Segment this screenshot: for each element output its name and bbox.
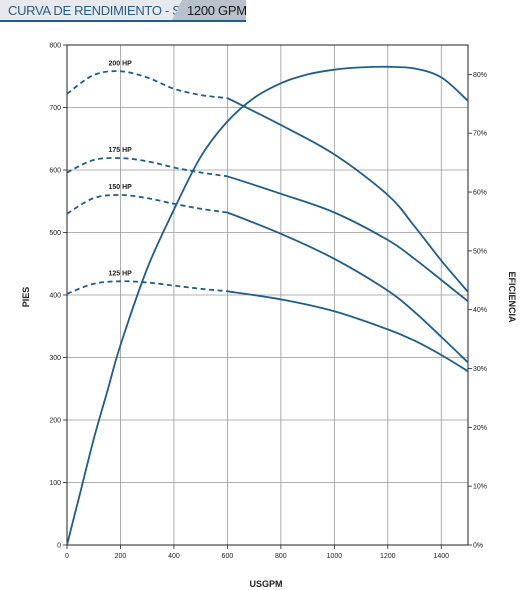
curve-125-hp-dashed <box>66 280 228 295</box>
x-tick-label: 400 <box>168 553 180 560</box>
y-tick-label: 800 <box>49 43 61 50</box>
y2-tick-label: 20% <box>473 425 487 432</box>
flow-badge: 1200 GPM <box>172 0 246 20</box>
x-tick-label: 0 <box>65 553 69 560</box>
series-label-200-hp: 200 HP <box>108 60 132 67</box>
y2-tick-label: 70% <box>473 131 487 138</box>
curve-200-hp <box>226 97 469 293</box>
y2-axis-label: EFICIENCIA <box>507 271 517 323</box>
curve-200-hp-dashed <box>66 70 228 99</box>
y2-tick-label: 10% <box>473 484 487 491</box>
y2-tick-label: 40% <box>473 307 487 314</box>
y-tick-label: 600 <box>49 168 61 175</box>
curve-150-hp-dashed <box>66 194 228 215</box>
y2-tick-label: 0% <box>473 543 483 550</box>
curves <box>66 65 469 546</box>
series-label-175-hp: 175 HP <box>108 147 132 154</box>
x-tick-label: 600 <box>222 553 234 560</box>
y-tick-label: 100 <box>49 480 61 487</box>
curve-175-hp <box>227 175 469 303</box>
title-banner: CURVA DE RENDIMIENTO - STS 9" 1200 GPM <box>0 0 523 22</box>
y-tick-label: 300 <box>49 355 61 362</box>
chart-title: CURVA DE RENDIMIENTO - STS 9" <box>8 3 212 18</box>
curve-150-hp <box>227 211 469 364</box>
grid <box>67 45 468 545</box>
y-axis-label: PIES <box>21 287 31 308</box>
axis-ticks: 0 200 400 600 800 1000 1200 1400 0 100 200 300 400 50… <box>49 43 487 561</box>
y-tick-label: 200 <box>49 418 61 425</box>
y-tick-label: 700 <box>49 105 61 112</box>
series-label-150-hp: 150 HP <box>108 184 132 191</box>
flow-label: 1200 GPM <box>187 3 247 18</box>
y2-tick-label: 80% <box>473 72 487 79</box>
x-tick-label: 1400 <box>433 553 449 560</box>
curve-175-hp-dashed <box>66 157 228 178</box>
y-tick-label: 500 <box>49 230 61 237</box>
x-tick-label: 200 <box>115 553 127 560</box>
x-axis-label: USGPM <box>249 579 282 589</box>
curve-125-hp <box>227 290 469 373</box>
curve-eficiencia <box>66 65 469 546</box>
x-tick-label: 1200 <box>380 553 396 560</box>
series-labels: 200 HP 175 HP 150 HP 125 HP <box>108 60 132 277</box>
y2-tick-label: 60% <box>473 190 487 197</box>
x-tick-label: 1000 <box>327 553 343 560</box>
y-tick-label: 400 <box>49 293 61 300</box>
series-label-125-hp: 125 HP <box>108 270 132 277</box>
y2-tick-label: 30% <box>473 366 487 373</box>
x-tick-label: 800 <box>275 553 287 560</box>
y-tick-label: 0 <box>57 543 61 550</box>
y2-tick-label: 50% <box>473 248 487 255</box>
